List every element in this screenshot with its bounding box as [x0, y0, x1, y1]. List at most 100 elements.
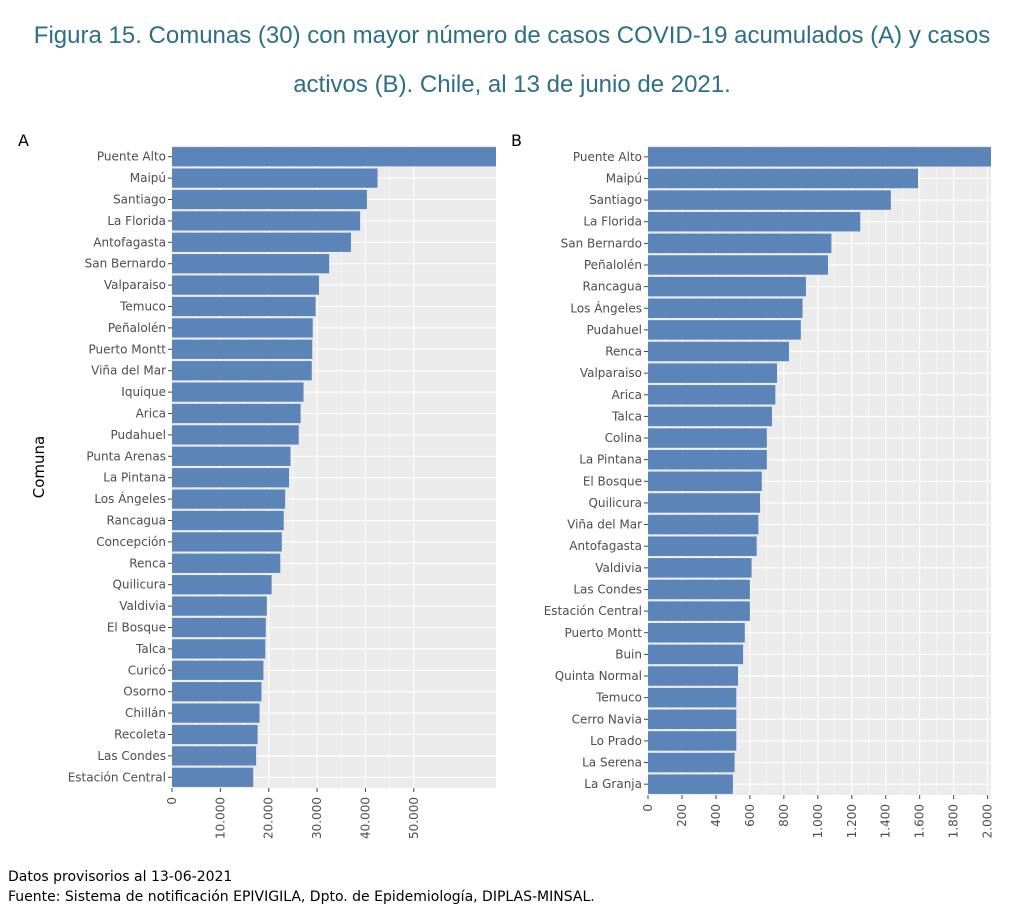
x-tick-label: 400	[709, 804, 723, 827]
bar-24	[648, 666, 738, 686]
x-tick-label: 10.000	[213, 797, 227, 839]
footer-provisional-note: Datos provisorios al 13-06-2021	[8, 869, 233, 885]
x-tick-label: 200	[675, 804, 689, 827]
y-tick-label: Puente Alto	[573, 150, 642, 164]
bar-4	[172, 232, 351, 252]
bar-5	[172, 254, 330, 274]
bar-18	[648, 536, 757, 556]
y-tick-label: La Serena	[582, 756, 642, 770]
y-tick-label: Puerto Montt	[564, 626, 642, 640]
y-tick-label: Quilicura	[112, 578, 166, 592]
bar-14	[172, 446, 291, 466]
bar-15	[648, 471, 762, 492]
y-tick-label: Santiago	[589, 193, 642, 207]
chart-b-active-cases: Puente Alto Maipú Santiago La Florida San Be…	[511, 131, 995, 838]
bar-20	[172, 575, 272, 595]
y-tick-label: San Bernardo	[561, 236, 642, 250]
y-tick-label: Los Ángeles	[94, 491, 166, 506]
bar-20	[648, 579, 750, 600]
bar-11	[172, 382, 304, 402]
y-tick-label: La Florida	[107, 214, 166, 228]
y-tick-label: Las Condes	[573, 582, 642, 596]
y-tick-label: Peñalolén	[584, 258, 642, 272]
bar-0	[172, 147, 496, 167]
bar-28	[648, 752, 735, 773]
y-tick-label: Temuco	[595, 691, 642, 705]
bar-21	[172, 596, 267, 616]
y-tick-label: Viña del Mar	[567, 518, 642, 532]
bar-24	[172, 660, 264, 680]
bar-23	[172, 639, 266, 659]
bar-1	[648, 168, 918, 189]
x-tick-label: 600	[743, 804, 757, 827]
bar-15	[172, 468, 290, 488]
bar-29	[172, 767, 254, 787]
x-tick-label: 0	[641, 804, 655, 812]
y-tick-label: Punta Arenas	[86, 449, 166, 463]
bar-11	[648, 385, 776, 405]
bar-12	[648, 406, 772, 427]
y-tick-label: Quilicura	[588, 496, 642, 510]
y-tick-label: Quinta Normal	[555, 669, 642, 683]
bar-25	[172, 682, 262, 702]
bar-16	[648, 493, 761, 513]
panel-tag: B	[511, 131, 522, 150]
y-tick-label: La Pintana	[579, 453, 642, 467]
bar-3	[172, 211, 361, 231]
y-tick-label: Iquique	[121, 385, 166, 399]
y-tick-label: La Granja	[584, 777, 642, 791]
y-axis-title: Comuna	[30, 436, 48, 498]
y-tick-label: Cerro Navia	[572, 712, 642, 726]
y-tick-label: Temuco	[119, 300, 166, 314]
bar-29	[648, 774, 733, 794]
y-tick-label: Talca	[611, 409, 642, 423]
bar-5	[648, 255, 828, 275]
y-tick-label: Buin	[615, 647, 642, 661]
bar-14	[648, 449, 767, 470]
bar-1	[172, 168, 378, 188]
bar-28	[172, 746, 257, 766]
y-tick-label: Antofagasta	[93, 235, 166, 249]
x-tick-label: 1.400	[879, 804, 893, 838]
plot-panel	[648, 146, 991, 795]
bar-26	[648, 709, 737, 730]
y-tick-label: Recoleta	[114, 728, 166, 742]
bar-6	[648, 276, 806, 297]
y-tick-label: Maipú	[130, 171, 166, 185]
y-tick-label: Estación Central	[68, 770, 166, 784]
plot-panel	[172, 146, 496, 788]
y-tick-label: Antofagasta	[569, 539, 642, 553]
x-tick-label: 50.000	[407, 797, 421, 839]
bar-27	[172, 724, 258, 745]
y-tick-label: Arica	[612, 388, 642, 402]
bar-23	[648, 644, 744, 665]
y-tick-label: Valparaiso	[104, 278, 166, 292]
bar-22	[648, 623, 745, 643]
panel-tag: A	[18, 131, 29, 150]
bar-17	[648, 514, 759, 535]
y-tick-label: Estación Central	[544, 604, 642, 618]
x-tick-label: 30.000	[310, 797, 324, 839]
figure-title-line-2: activos (B). Chile, al 13 de junio de 20…	[293, 71, 731, 98]
bar-17	[172, 510, 284, 531]
y-tick-label: Renca	[605, 345, 642, 359]
bar-0	[648, 147, 991, 167]
y-tick-label: Arica	[136, 407, 166, 421]
bar-12	[172, 403, 301, 424]
bar-26	[172, 703, 260, 723]
bar-16	[172, 489, 286, 509]
bar-18	[172, 532, 282, 552]
bar-19	[648, 558, 752, 578]
bar-2	[172, 189, 367, 210]
y-tick-label: Talca	[135, 642, 166, 656]
x-tick-label: 1.800	[947, 804, 961, 838]
bar-10	[172, 361, 312, 381]
bar-10	[648, 363, 778, 383]
x-tick-label: 800	[777, 804, 791, 827]
y-tick-label: Renca	[129, 556, 166, 570]
x-tick-label: 2.000	[981, 804, 995, 838]
bar-4	[648, 233, 832, 254]
bar-8	[648, 320, 801, 340]
bar-2	[648, 190, 891, 210]
y-tick-label: Puerto Montt	[88, 342, 166, 356]
